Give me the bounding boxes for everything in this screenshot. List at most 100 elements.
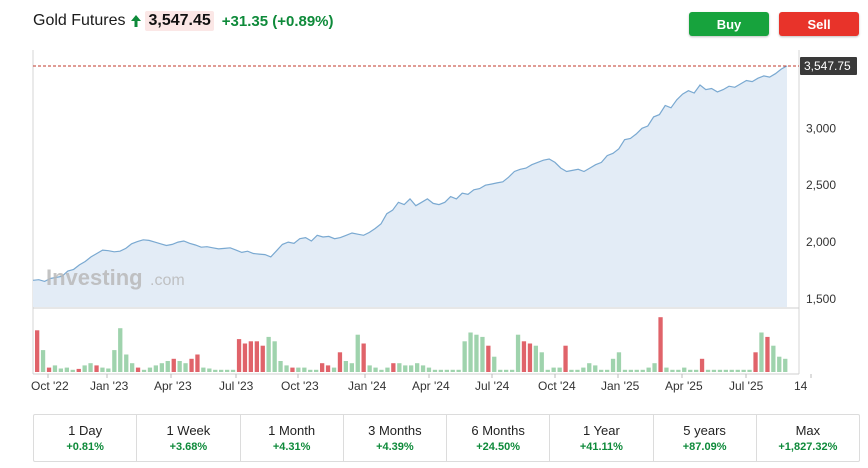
instrument-header: Gold Futures 3,547.45 +31.35 (+0.89%) [33, 10, 334, 32]
volume-bar [355, 334, 360, 372]
volume-bar [349, 363, 354, 372]
volume-bar [420, 365, 426, 372]
volume-bar [147, 367, 153, 372]
range-5-years[interactable]: 5 years +87.09% [654, 415, 757, 461]
volume-bar [236, 339, 242, 372]
x-tick-label: Jul '25 [729, 379, 764, 393]
volume-bar [397, 363, 402, 372]
volume-bar [658, 317, 663, 372]
volume-bar [367, 365, 372, 372]
volume-bar [106, 368, 111, 372]
last-price: 3,547.45 [145, 11, 214, 31]
volume-bar [183, 363, 188, 372]
range-1-day[interactable]: 1 Day +0.81% [34, 415, 138, 461]
volume-bar [171, 358, 176, 372]
x-tick-label: Apr '25 [665, 379, 703, 393]
volume-bar [207, 368, 212, 372]
volume-bar [124, 354, 129, 372]
volume-bar [230, 369, 236, 372]
volume-bar [88, 363, 93, 372]
range-label: 1 Year [582, 423, 620, 438]
volume-bar [640, 369, 645, 372]
y-tick-label: 2,500 [806, 178, 836, 192]
volume-bars [35, 317, 788, 372]
last-price-label-text: 3,547.75 [804, 59, 851, 73]
volume-bar [135, 367, 141, 372]
volume-bar [510, 369, 515, 372]
volume-bar [415, 363, 420, 372]
x-tick-label: Jan '25 [601, 379, 640, 393]
volume-bar [130, 363, 135, 372]
x-tick-label: 14 [794, 379, 808, 393]
volume-bar [409, 365, 414, 372]
volume-bar [219, 369, 224, 372]
x-tick-label: Oct '24 [538, 379, 576, 393]
volume-bar [260, 345, 265, 372]
volume-bar [248, 341, 253, 372]
range-change: +41.11% [579, 441, 623, 453]
x-tick-label: Jul '24 [475, 379, 510, 393]
watermark-brand: Investing [46, 265, 143, 290]
range-3-months[interactable]: 3 Months +4.39% [344, 415, 447, 461]
volume-bar [213, 369, 218, 372]
volume-bar [729, 369, 734, 372]
volume-bar [46, 367, 52, 372]
volume-bar [480, 336, 485, 372]
volume-bar [35, 330, 40, 372]
range-label: 5 years [683, 423, 726, 438]
volume-bar [634, 369, 639, 372]
volume-bar [314, 369, 319, 372]
range-change: +87.09% [682, 441, 727, 453]
volume-bar [40, 350, 46, 372]
price-change: +31.35 (+0.89%) [221, 12, 334, 30]
x-tick-label: Apr '24 [412, 379, 450, 393]
range-label: 1 Month [268, 423, 316, 438]
x-tick-label: Jan '23 [90, 379, 129, 393]
volume-bar [569, 369, 574, 372]
volume-bar [141, 369, 147, 372]
volume-bar [575, 369, 580, 372]
volume-bar [593, 365, 598, 372]
volume-bar [325, 365, 331, 372]
price-line [32, 65, 788, 283]
range-1-year[interactable]: 1 Year +41.11% [550, 415, 654, 461]
x-tick-label: Jul '23 [219, 379, 254, 393]
volume-bar [337, 352, 343, 372]
volume-bar [373, 367, 378, 372]
volume-bar [343, 361, 348, 372]
x-tick-label: Oct '22 [31, 379, 69, 393]
volume-bar [747, 369, 752, 372]
volume-bar [504, 369, 509, 372]
time-range-selector: 1 Day +0.81% 1 Week +3.68% 1 Month +4.31… [33, 414, 860, 462]
volume-bar [610, 358, 616, 372]
y-tick-label: 2,000 [806, 235, 836, 249]
volume-bar [676, 369, 681, 372]
range-label: 3 Months [368, 423, 422, 438]
volume-bar [195, 354, 200, 372]
volume-bar [699, 358, 705, 372]
range-max[interactable]: Max +1,827.32% [757, 415, 859, 461]
watermark-suffix: .com [150, 272, 185, 289]
volume-bar [284, 365, 289, 372]
range-1-week[interactable]: 1 Week +3.68% [137, 415, 241, 461]
volume-bar [705, 369, 711, 372]
volume-bar [474, 334, 479, 372]
volume-bar [777, 356, 782, 372]
range-6-months[interactable]: 6 Months +24.50% [447, 415, 551, 461]
volume-bar [492, 356, 497, 372]
range-change: +4.31% [272, 441, 311, 453]
volume-bar [527, 343, 533, 372]
volume-bar [426, 367, 432, 372]
volume-bar [462, 341, 467, 372]
volume-bar [533, 345, 538, 372]
price-chart[interactable]: Investing .com 3,547.75 3,000 2,500 2,000 1… [0, 40, 868, 395]
sell-button[interactable]: Sell [779, 12, 859, 36]
range-1-month[interactable]: 1 Month +4.31% [241, 415, 344, 461]
volume-bar [361, 343, 366, 372]
volume-bar [717, 369, 723, 372]
volume-bar [735, 369, 740, 372]
x-tick-label: Jan '24 [348, 379, 387, 393]
volume-bar [278, 361, 283, 372]
buy-button[interactable]: Buy [689, 12, 769, 36]
volume-bar [70, 369, 75, 372]
